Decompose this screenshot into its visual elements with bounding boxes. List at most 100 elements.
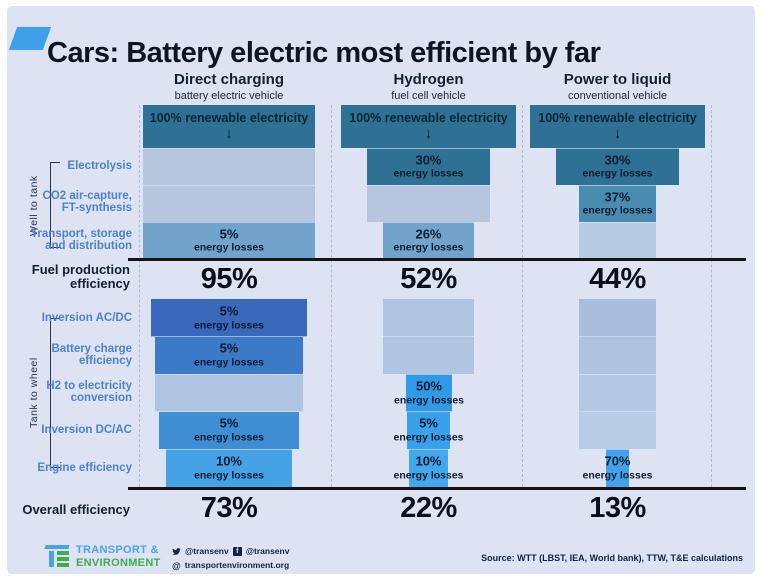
segment-direct-transport: 5% energy losses	[143, 222, 315, 259]
brand-name: TRANSPORT & ENVIRONMENT	[76, 544, 161, 569]
value-overall-direct: 73%	[200, 491, 258, 524]
loss-value: 10%	[215, 453, 243, 469]
column-title: Power to liquid	[563, 71, 672, 88]
label-overall-efficiency: Overall efficiency	[22, 502, 130, 517]
logo-e-bar	[57, 557, 69, 561]
grid-hline	[131, 185, 745, 186]
loss-caption: energy losses	[582, 469, 653, 482]
bracket-well-to-tank	[50, 162, 60, 248]
loss-caption: energy losses	[393, 167, 464, 180]
value-fuel-production-ptl: 44%	[589, 262, 646, 295]
logo-e-bar	[57, 563, 69, 567]
segment-hydrogen-co2	[367, 185, 490, 222]
segment-ptl-h2-conversion	[579, 374, 656, 412]
card-background	[7, 6, 755, 574]
logo-e-bar	[57, 551, 69, 555]
grid-vline	[139, 105, 140, 487]
bracket-tank-to-wheel	[50, 318, 60, 468]
input-bar-power-to-liquid: 100% renewable electricity ↓	[530, 105, 705, 148]
loss-caption: energy losses	[193, 469, 265, 482]
brand-line-2: ENVIRONMENT	[76, 556, 161, 569]
row-label-h2-conversion: H2 to electricity conversion	[46, 380, 132, 405]
segment-direct-engine: 10% energy losses	[166, 449, 292, 487]
segment-hydrogen-transport: 26% energy losses	[383, 222, 474, 259]
segment-hydrogen-electrolysis: 30% energy losses	[367, 148, 490, 185]
value-fuel-production-direct: 95%	[200, 262, 258, 295]
loss-caption: energy losses	[193, 356, 265, 369]
label-fuel-production-efficiency: Fuel production efficiency	[31, 262, 130, 292]
row-label-inversion-dcac: Inversion DC/AC	[41, 424, 132, 436]
input-label: 100% renewable electricity	[349, 111, 508, 125]
input-label: 100% renewable electricity	[538, 111, 697, 125]
segment-hydrogen-inversion-dcac: 5% energy losses	[393, 411, 464, 449]
loss-value: 5%	[419, 415, 438, 431]
transport-environment-logo-icon	[44, 543, 71, 569]
down-arrow-icon: ↓	[424, 125, 433, 142]
loss-value: 30%	[604, 152, 631, 167]
row-label-battery-charge: Battery charge efficiency	[51, 343, 132, 368]
loss-caption: energy losses	[393, 394, 465, 407]
grid-hline	[131, 336, 745, 337]
divider-overall	[128, 486, 746, 490]
column-subtitle: conventional vehicle	[567, 89, 668, 102]
twitter-handle[interactable]: @transenv	[185, 546, 229, 556]
loss-value: 50%	[415, 378, 443, 394]
segment-direct-electrolysis	[143, 148, 315, 185]
grid-vline	[522, 105, 523, 487]
segment-ptl-battery-charge	[579, 336, 656, 374]
loss-value: 70%	[604, 453, 631, 469]
segment-hydrogen-inversion-acdc	[383, 299, 474, 337]
segment-hydrogen-h2-conversion: 50% energy losses	[394, 374, 464, 412]
down-arrow-icon: ↓	[613, 125, 622, 142]
loss-caption: energy losses	[393, 469, 464, 482]
grid-hline	[131, 449, 745, 450]
logo-t-bar	[44, 545, 70, 549]
segment-ptl-transport	[579, 222, 656, 259]
value-overall-hydrogen: 22%	[400, 491, 457, 524]
segment-ptl-inversion-dcac	[579, 411, 656, 449]
input-label: 100% renewable electricity	[149, 111, 309, 125]
grid-vline	[331, 105, 332, 487]
column-title: Hydrogen	[393, 71, 464, 88]
value-overall-ptl: 13%	[589, 491, 646, 524]
loss-value: 26%	[415, 226, 442, 241]
facebook-icon: f	[232, 547, 242, 557]
loss-caption: energy losses	[582, 167, 653, 180]
loss-value: 37%	[604, 189, 631, 204]
loss-value: 5%	[219, 415, 239, 431]
facebook-handle[interactable]: @transenv	[245, 546, 290, 556]
segment-ptl-engine: 70% energy losses	[582, 449, 653, 487]
segment-direct-inversion-dcac: 5% energy losses	[159, 411, 299, 449]
row-label-electrolysis: Electrolysis	[67, 160, 132, 172]
segment-hydrogen-battery-charge	[383, 336, 474, 374]
brand-line-1: TRANSPORT &	[76, 544, 159, 556]
grid-vline	[711, 105, 712, 487]
grid-hline	[131, 222, 745, 223]
grid-hline	[131, 374, 745, 375]
social-links: @transenv f @transenv @ transportenviron…	[172, 545, 289, 573]
segment-direct-inversion-acdc: 5% energy losses	[151, 299, 307, 337]
column-subtitle: fuel cell vehicle	[391, 89, 466, 102]
loss-caption: energy losses	[193, 319, 265, 332]
row-label-engine: Engine efficiency	[37, 462, 132, 474]
segment-ptl-co2: 37% energy losses	[579, 185, 656, 222]
source-note: Source: WTT (LBST, IEA, World bank), TTW…	[481, 553, 743, 563]
row-label-transport: Transport, storage and distribution	[31, 228, 132, 253]
input-bar-direct-charging: 100% renewable electricity ↓	[143, 105, 315, 148]
segment-hydrogen-engine: 10% energy losses	[393, 449, 464, 487]
grid-hline	[131, 411, 745, 412]
column-header-direct-charging: Direct charging battery electric vehicle	[143, 71, 315, 101]
loss-caption: energy losses	[393, 431, 464, 444]
loss-value: 5%	[219, 303, 239, 319]
loss-caption: energy losses	[193, 241, 265, 254]
website-link[interactable]: transportenvironment.org	[184, 559, 290, 570]
segment-ptl-electrolysis: 30% energy losses	[556, 148, 679, 185]
column-title: Direct charging	[173, 71, 285, 88]
column-header-power-to-liquid: Power to liquid conventional vehicle	[530, 71, 705, 102]
column-header-hydrogen: Hydrogen fuel cell vehicle	[341, 71, 516, 102]
loss-value: 30%	[415, 152, 442, 167]
segment-direct-battery-charge: 5% energy losses	[155, 336, 303, 374]
loss-value: 10%	[415, 453, 442, 469]
value-fuel-production-hydrogen: 52%	[400, 262, 457, 295]
